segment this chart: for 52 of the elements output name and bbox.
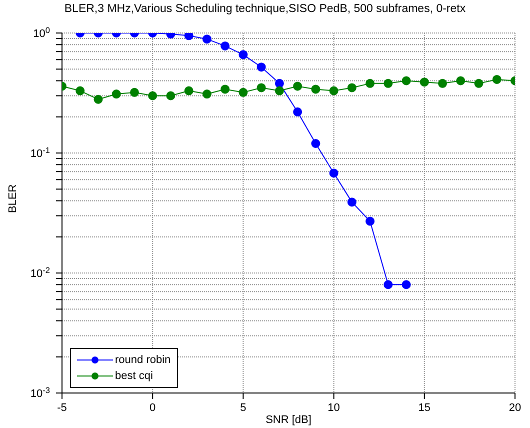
- point: [329, 86, 338, 96]
- x-tick-label: 0: [150, 402, 156, 414]
- y-tick-label: 10$^{-1}$: [30, 146, 50, 160]
- point: [202, 34, 212, 44]
- point: [202, 90, 212, 99]
- x-tick-label: -5: [57, 402, 67, 414]
- point: [438, 78, 448, 88]
- point: [148, 91, 158, 100]
- x-tick-label: 5: [240, 402, 246, 414]
- point: [420, 78, 429, 87]
- point: [293, 107, 302, 116]
- point: [238, 50, 248, 60]
- y-axis-title: BLER: [6, 184, 19, 213]
- legend-label: round robin: [115, 354, 171, 366]
- point: [456, 76, 466, 86]
- point: [184, 33, 194, 40]
- point: [347, 83, 356, 92]
- point: [402, 280, 411, 290]
- point: [166, 91, 176, 100]
- point: [402, 76, 411, 86]
- point: [220, 84, 230, 94]
- chart-title: BLER,3 MHz,Various Scheduling technique,SISO PedB, 500 subframes, 0-retx: [63, 3, 467, 15]
- point: [474, 78, 484, 88]
- y-tick-label: 10$^{0}$: [33, 26, 50, 40]
- legend-label: best cqi: [115, 370, 153, 382]
- point: [76, 86, 85, 96]
- point: [274, 86, 284, 96]
- point: [329, 168, 338, 178]
- x-tick-label: 10: [328, 402, 340, 414]
- point: [492, 74, 502, 84]
- point: [112, 90, 121, 99]
- point: [293, 82, 302, 91]
- point: [347, 198, 356, 207]
- point: [384, 78, 393, 88]
- point: [366, 78, 375, 88]
- point: [130, 88, 139, 97]
- point: [274, 78, 284, 88]
- point: [311, 139, 320, 148]
- y-tick-label: 10$^{-3}$: [30, 386, 50, 400]
- point: [384, 280, 393, 290]
- point: [220, 41, 230, 50]
- point: [366, 216, 375, 226]
- point: [238, 88, 248, 97]
- x-tick-label: 15: [418, 402, 431, 414]
- point: [311, 84, 320, 94]
- point: [256, 62, 266, 72]
- x-tick-label: 20: [508, 402, 522, 414]
- point: [256, 83, 266, 92]
- y-tick-label: 10$^{-2}$: [30, 266, 50, 280]
- point: [94, 94, 103, 104]
- x-axis-title: SNR [dB]: [266, 414, 312, 426]
- point: [184, 86, 194, 96]
